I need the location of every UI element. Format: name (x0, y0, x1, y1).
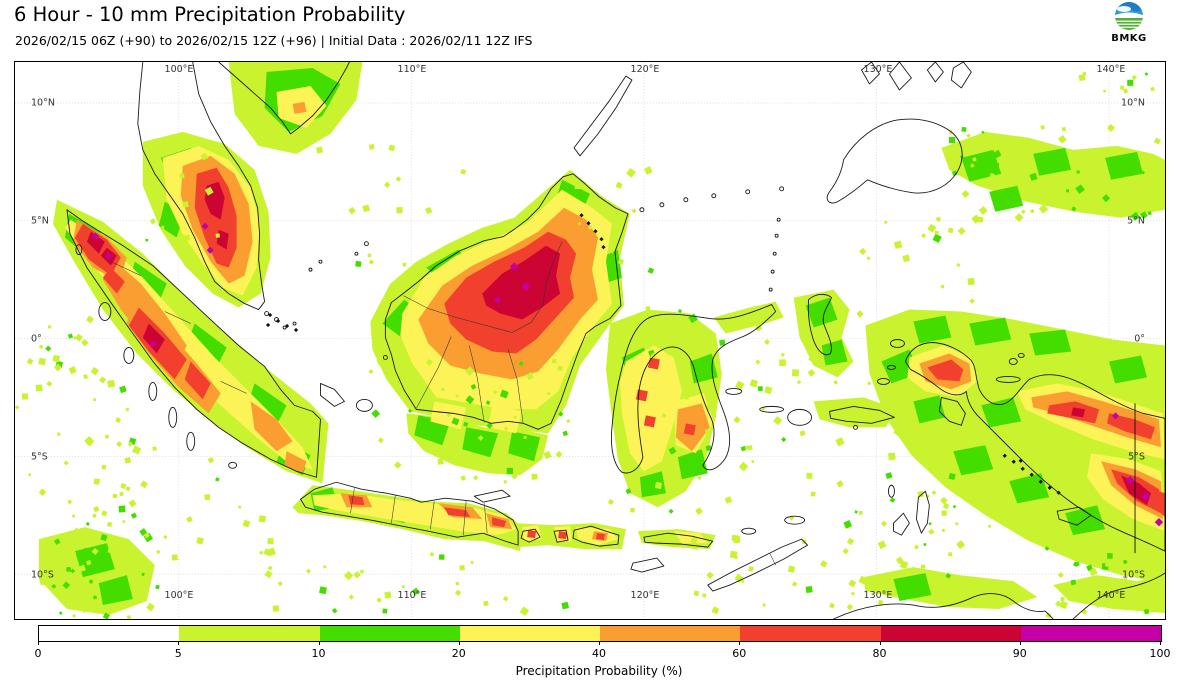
colorbar-tick-label: 80 (872, 647, 887, 660)
colorbar-segment (39, 626, 180, 641)
colorbar-segment (319, 626, 460, 641)
colorbar-segment (1020, 626, 1161, 641)
precip-90-100 (91, 222, 1164, 527)
precip-specks (15, 72, 1165, 619)
bmkg-logo-text: BMKG (1111, 33, 1147, 44)
colorbar-tick (1019, 641, 1021, 645)
admin-borders-layer (110, 241, 1136, 566)
precip-layer (15, 62, 1165, 619)
map-canvas (15, 62, 1165, 619)
colorbar-tick-label: 5 (174, 647, 182, 660)
colorbar-tick-label: 10 (311, 647, 326, 660)
colorbar-segment (600, 626, 741, 641)
colorbar-tick-label: 60 (732, 647, 747, 660)
colorbar-tick (458, 641, 460, 645)
colorbar-segment (179, 626, 320, 641)
colorbar-tick (739, 641, 741, 645)
header: 6 Hour - 10 mm Precipitation Probability… (0, 0, 1180, 61)
colorbar-tick (879, 641, 881, 645)
bmkg-logo-icon (1115, 2, 1143, 30)
colorbar-tick-label: 0 (34, 647, 42, 660)
page-subtitle: 2026/02/15 06Z (+90) to 2026/02/15 12Z (… (15, 33, 533, 48)
weather-map: 100°E 110°E 120°E 130°E 140°E 100°E 110°… (14, 61, 1166, 620)
colorbar-tick-label: 20 (451, 647, 466, 660)
colorbar-tick (1160, 641, 1161, 645)
colorbar-segment (459, 626, 600, 641)
colorbar-tick-label: 100 (1149, 647, 1171, 660)
colorbar-segment (740, 626, 881, 641)
colorbar-tick (599, 641, 600, 645)
colorbar-tick-label: 90 (1012, 647, 1027, 660)
colorbar-tick (318, 641, 320, 645)
page-title: 6 Hour - 10 mm Precipitation Probability (14, 3, 406, 26)
coastlines-layer (66, 62, 1165, 619)
colorbar: 0 5 10 20 40 60 80 90 100 Precipitation … (34, 625, 1171, 685)
colorbar-tick (38, 641, 39, 645)
colorbar-segment (880, 626, 1021, 641)
colorbar-tick-label: 40 (592, 647, 606, 660)
bmkg-logo: BMKG (1098, 1, 1160, 44)
colorbar-gradient (38, 625, 1162, 642)
colorbar-title: Precipitation Probability (%) (515, 664, 683, 678)
colorbar-tick (178, 641, 180, 645)
